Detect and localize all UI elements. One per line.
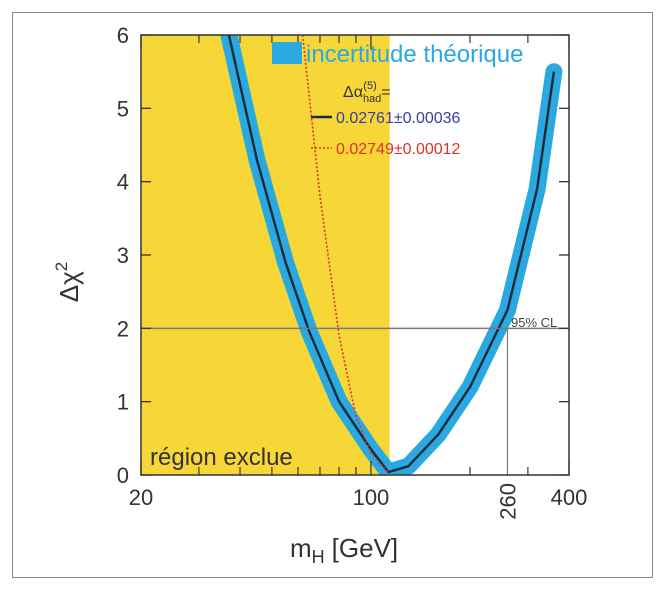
legend-param-sub: had xyxy=(363,93,381,105)
legend-band-swatch xyxy=(272,42,302,64)
x-tick-label: 20 xyxy=(129,485,153,510)
legend-param-symbol: Δα xyxy=(343,84,363,101)
legend-param-suffix: = xyxy=(377,84,391,101)
x-axis-label: mH [GeV] xyxy=(290,533,398,567)
legend-param-label: Δαhad(5) = xyxy=(343,80,391,105)
y-axis-label-sup: 2 xyxy=(52,262,71,271)
y-tick-label: 6 xyxy=(117,23,129,48)
y-axis-label: Δχ2 xyxy=(52,262,84,302)
y-axis-label-main: Δχ xyxy=(54,271,84,302)
axes-layer: 0 1 2 3 4 5 6 20 100 260 400 xyxy=(117,23,588,520)
x-axis-label-sub: H xyxy=(312,547,325,567)
y-tick-label: 0 xyxy=(117,463,129,488)
legend-band-label: incertitude théorique xyxy=(306,41,523,68)
series-2-line xyxy=(301,35,389,474)
y-tick-label: 1 xyxy=(117,390,129,415)
legend: incertitude théorique Δαhad(5) = 0.02761… xyxy=(272,41,523,158)
y-tick-label: 3 xyxy=(117,243,129,268)
legend-series-2-label: 0.02749±0.00012 xyxy=(336,141,461,158)
y-tick-label: 5 xyxy=(117,96,129,121)
curves-layer xyxy=(220,35,563,475)
x-tick-label: 100 xyxy=(353,485,390,510)
x-axis-label-unit: [GeV] xyxy=(332,533,398,563)
y-tick-label: 4 xyxy=(117,170,129,195)
legend-series-1-label: 0.02761±0.00036 xyxy=(336,110,461,127)
excluded-region-label: région exclue xyxy=(150,444,293,471)
cl95-label: 95% CL xyxy=(511,315,557,330)
x-tick-label: 260 xyxy=(495,483,520,520)
series-1-line xyxy=(227,35,556,474)
x-axis-label-main: m xyxy=(290,533,312,563)
legend-param-sup: (5) xyxy=(363,80,376,92)
x-tick-label: 400 xyxy=(551,485,588,510)
y-tick-label: 2 xyxy=(117,316,129,341)
